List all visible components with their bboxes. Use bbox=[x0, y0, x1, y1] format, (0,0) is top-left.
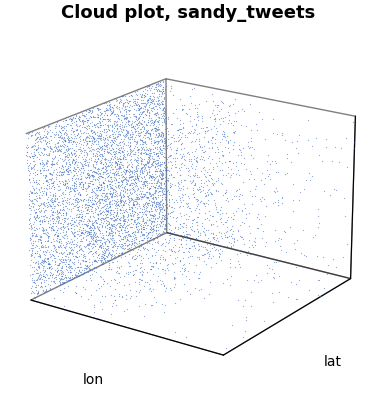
Y-axis label: lat: lat bbox=[323, 355, 341, 369]
Title: Cloud plot, sandy_tweets: Cloud plot, sandy_tweets bbox=[61, 4, 315, 22]
X-axis label: lon: lon bbox=[83, 372, 104, 386]
